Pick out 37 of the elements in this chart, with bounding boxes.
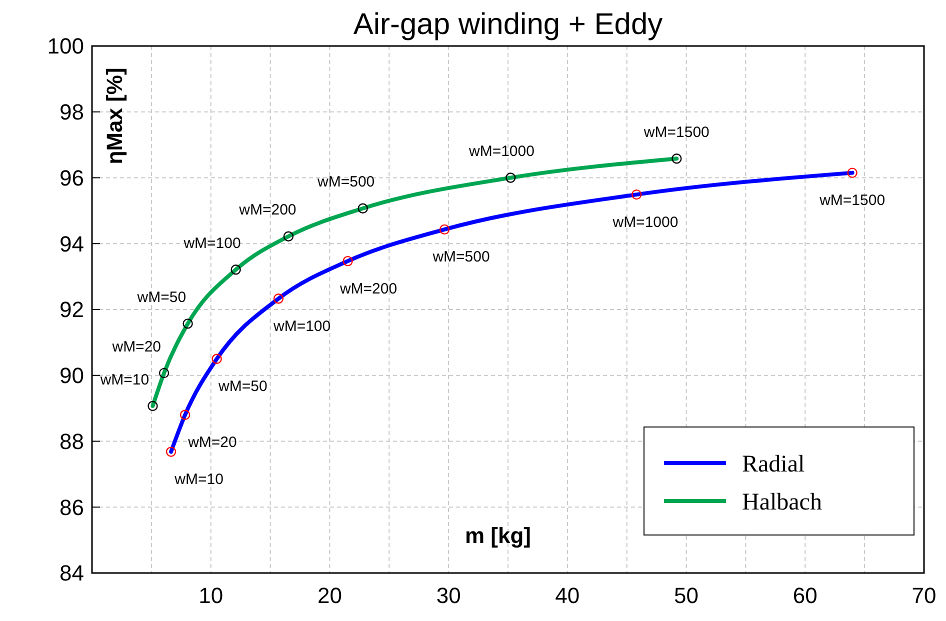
annotation: wM=10 xyxy=(174,471,224,488)
y-tick-label: 98 xyxy=(60,100,84,125)
y-tick-label: 100 xyxy=(47,34,84,59)
y-tick-label: 88 xyxy=(60,428,84,454)
y-axis-title: ηMax [%] xyxy=(102,68,127,164)
y-tick-label: 84 xyxy=(60,560,84,586)
x-tick-label: 20 xyxy=(317,583,342,608)
annotation: wM=200 xyxy=(338,280,398,298)
annotation: wM=50 xyxy=(218,378,268,396)
y-tick-label: 90 xyxy=(60,363,84,388)
annotation: wM=100 xyxy=(182,234,241,252)
x-tick-label: 50 xyxy=(674,583,699,608)
annotation: wM=1500 xyxy=(818,192,886,210)
annotation: wM=20 xyxy=(187,434,237,452)
x-tick-label: 70 xyxy=(912,583,936,608)
y-tick-label: 92 xyxy=(60,297,84,322)
legend-label: Halbach xyxy=(742,489,822,516)
x-tick-label: 40 xyxy=(555,583,580,608)
annotation: wM=1000 xyxy=(612,214,678,231)
y-tick-label: 86 xyxy=(60,494,84,520)
annotation: wM=20 xyxy=(111,338,162,356)
legend-label: Radial xyxy=(742,451,805,478)
annotation: wM=200 xyxy=(238,202,296,219)
annotation: wM=50 xyxy=(136,288,186,306)
x-axis-title: m [kg] xyxy=(465,523,531,548)
x-tick-label: 60 xyxy=(792,583,818,608)
x-tick-label: 10 xyxy=(198,583,224,608)
chart-title: Air-gap winding + Eddy xyxy=(353,8,663,41)
x-tick-label: 30 xyxy=(436,583,461,608)
annotation: wM=1500 xyxy=(642,124,710,141)
annotation: wM=10 xyxy=(99,371,150,388)
annotation: wM=500 xyxy=(316,174,375,191)
y-tick-label: 96 xyxy=(60,165,84,190)
annotation: wM=100 xyxy=(272,318,331,335)
annotation: wM=1000 xyxy=(468,143,534,160)
annotation: wM=500 xyxy=(432,248,490,266)
y-tick-label: 94 xyxy=(60,231,84,256)
